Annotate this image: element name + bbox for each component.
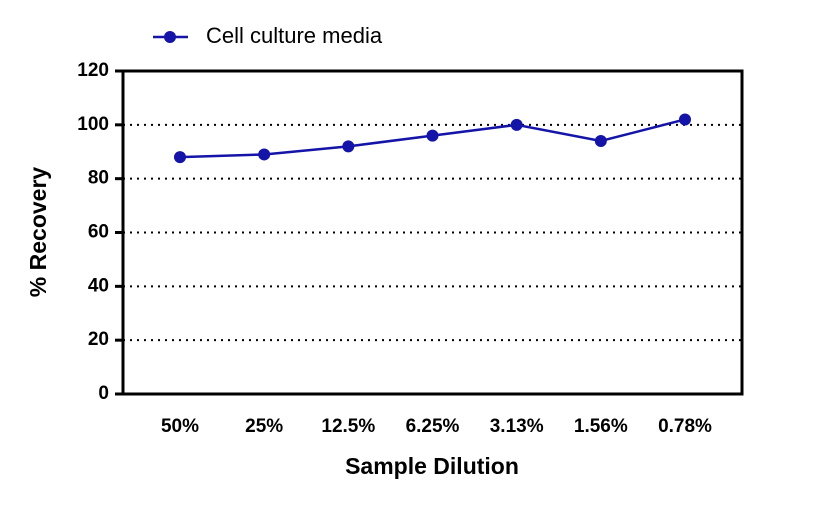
data-point [679,113,691,126]
data-point [342,140,355,153]
data-point [594,134,607,147]
x-tick-label: 6.25% [406,416,460,437]
legend-label: Cell culture media [206,23,383,48]
plot-frame [121,69,744,396]
y-tick-label: 0 [98,383,109,404]
x-tick-label: 0.78% [658,416,712,437]
y-tick-label: 40 [88,275,109,296]
data-point [510,118,523,131]
y-tick-label: 80 [88,168,109,189]
data-point [258,148,271,161]
y-tick-label: 20 [88,329,109,350]
x-tick-label: 3.13% [490,416,544,437]
data-point [426,129,439,142]
legend-marker [164,31,176,43]
y-tick-label: 120 [77,60,109,81]
x-tick-label: 25% [245,416,283,437]
data-point [174,151,186,164]
x-tick-label: 50% [161,416,199,437]
y-tick-label: 60 [88,222,109,243]
x-tick-label: 1.56% [574,416,628,437]
y-tick-label: 100 [77,114,109,135]
x-tick-label: 12.5% [321,416,375,437]
y-axis-label: % Recovery [25,167,51,298]
x-axis-label: Sample Dilution [345,453,519,479]
